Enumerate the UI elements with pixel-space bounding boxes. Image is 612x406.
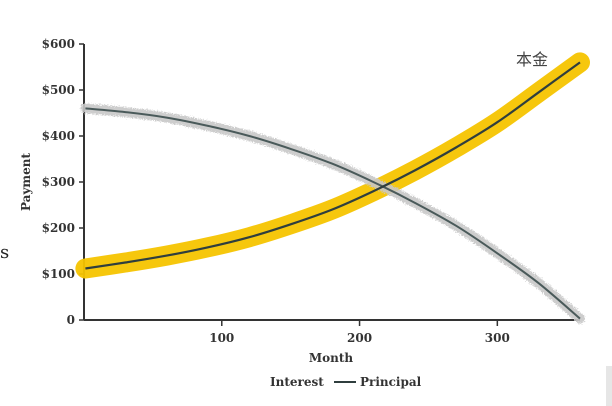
legend-item-interest: Interest xyxy=(244,375,324,389)
principal-line xyxy=(85,61,581,270)
legend: Interest Principal xyxy=(244,375,422,389)
x-tick-label: 300 xyxy=(485,331,510,345)
y-tick-label: 0 xyxy=(67,313,75,327)
edge-letter: s xyxy=(0,242,9,263)
x-tick-label: 200 xyxy=(347,331,372,345)
x-ticks: 100 200 300 xyxy=(209,320,510,345)
y-tick-label: $200 xyxy=(42,221,75,235)
annotation-label: 本金 xyxy=(516,50,548,69)
y-tick-label: $500 xyxy=(42,83,75,97)
axes xyxy=(83,44,580,321)
legend-item-principal: Principal xyxy=(334,375,422,389)
y-ticks: 0 $100 $200 $300 $400 $500 $600 xyxy=(42,37,84,327)
y-tick-label: $400 xyxy=(42,129,75,143)
scrollbar-edge xyxy=(606,366,612,406)
y-tick-label: $600 xyxy=(42,37,75,51)
x-axis-title: Month xyxy=(309,351,354,365)
y-axis-title: Payment xyxy=(19,153,33,212)
series-layer xyxy=(75,52,590,324)
y-tick-label: $300 xyxy=(42,175,75,189)
legend-label-principal: Principal xyxy=(360,375,422,389)
y-tick-label: $100 xyxy=(42,267,75,281)
legend-label-interest: Interest xyxy=(270,375,324,389)
interest-line xyxy=(85,107,581,320)
x-tick-label: 100 xyxy=(209,331,234,345)
